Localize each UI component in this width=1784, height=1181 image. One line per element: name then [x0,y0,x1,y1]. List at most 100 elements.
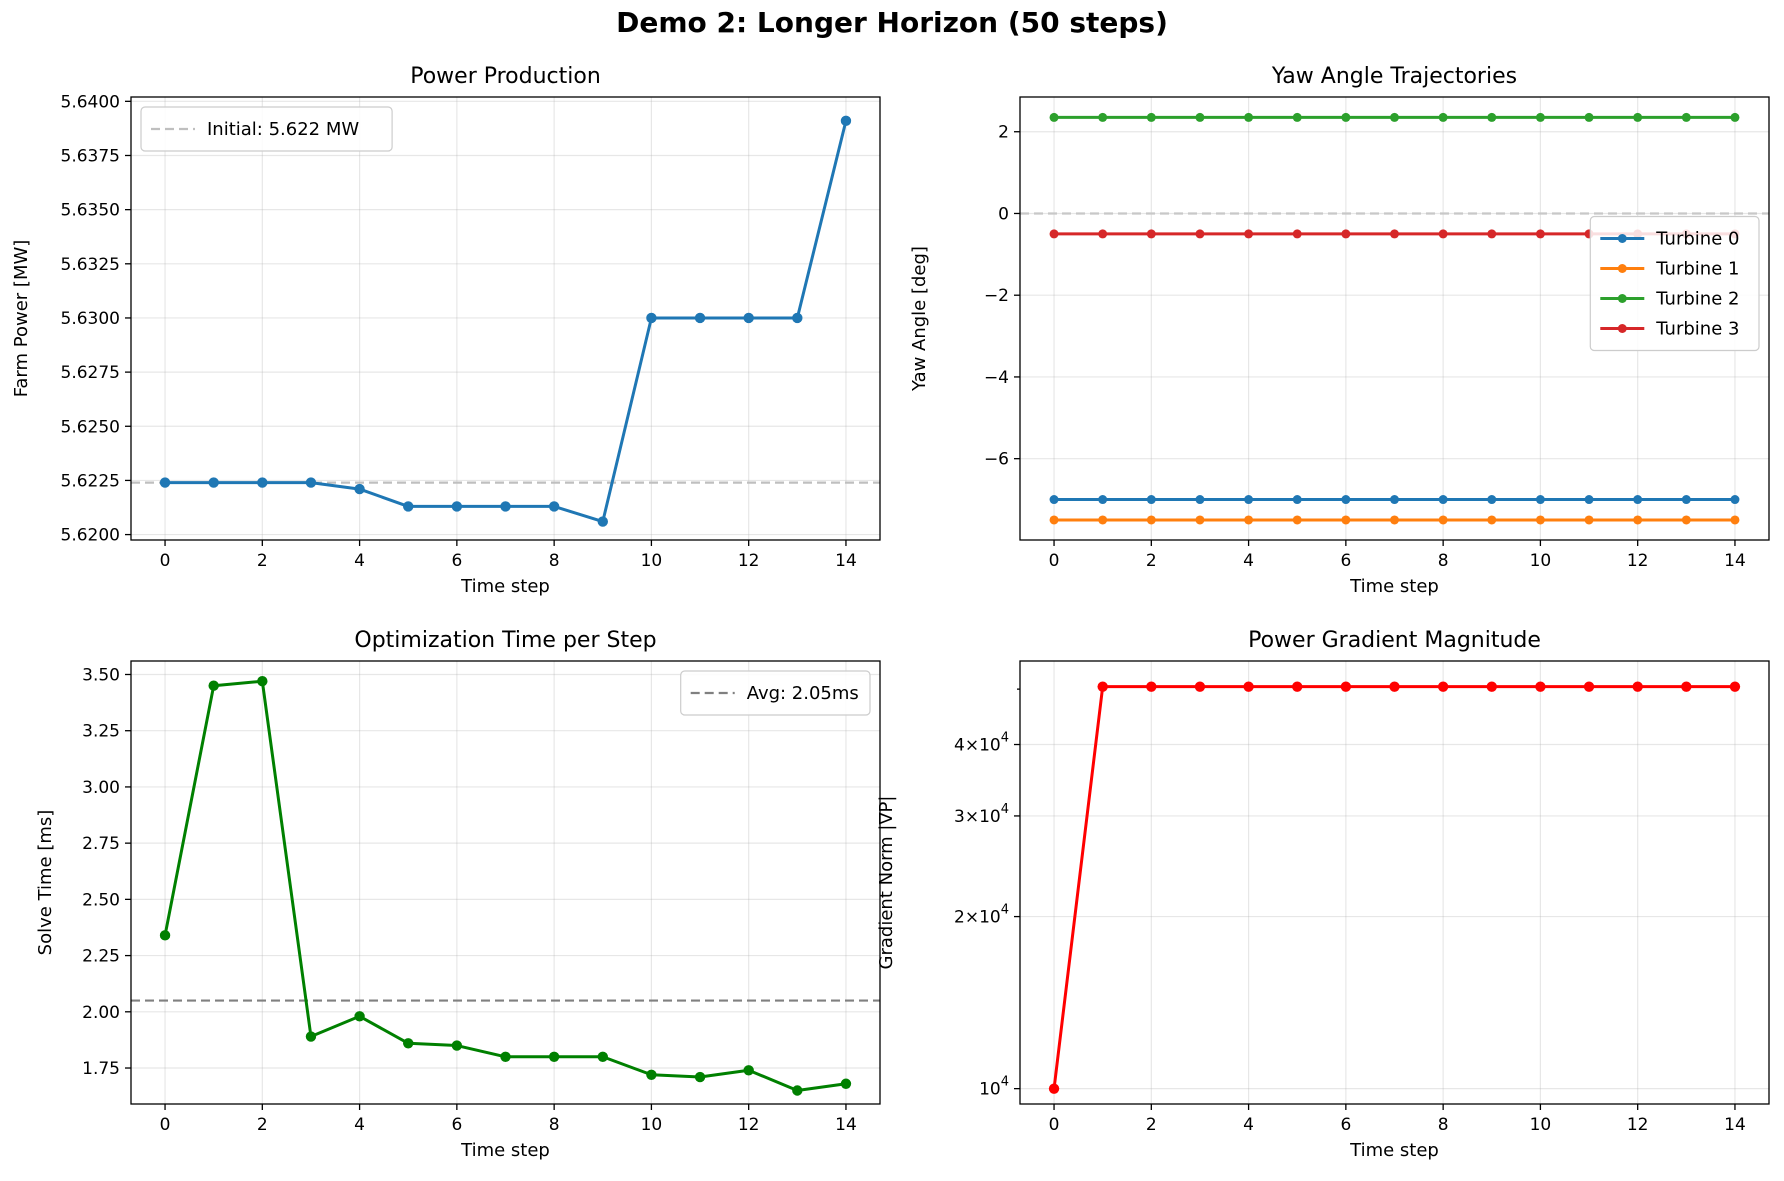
x-tick-label: 0 [1049,1115,1060,1135]
data-point [1390,112,1399,122]
x-tick-label: 0 [160,1115,171,1135]
data-point [500,501,511,512]
y-tick-label: 104 [979,1075,1009,1100]
data-point [548,1051,560,1062]
data-point [1292,515,1302,525]
x-tick-label: 12 [1627,551,1649,571]
x-tick-label: 6 [1340,551,1351,571]
data-point [354,483,365,495]
data-point [159,930,171,941]
data-point [1487,515,1497,525]
data-point [1195,112,1205,122]
data-point [1244,112,1254,122]
axes-frame [130,660,881,1105]
data-point [1486,681,1497,692]
y-tick-label: 5.6300 [61,309,120,329]
legend-label: Turbine 2 [1655,289,1739,310]
x-tick-label: 14 [835,1115,857,1135]
data-point [1244,495,1254,505]
data-point [1390,515,1399,525]
data-point [1535,681,1546,692]
data-point [1535,229,1545,239]
data-point [1292,681,1303,692]
data-point [1340,681,1352,692]
y-tick-label: 1.75 [82,1059,120,1079]
y-tick-label: 5.6400 [61,92,120,112]
data-point [1146,495,1156,505]
y-tick-label: 5.6225 [61,471,120,491]
y-tick-label: 3.25 [82,722,120,742]
y-tick-label: 2×104 [954,903,1009,928]
x-tick-label: 8 [549,551,560,571]
legend-marker [1617,234,1627,243]
data-point [1146,515,1156,525]
data-point [1437,681,1449,692]
data-point [1583,681,1595,692]
data-point [1098,515,1108,525]
legend-label: Turbine 1 [1655,259,1739,280]
x-tick-label: 4 [354,551,365,571]
data-point [208,477,219,488]
data-point [451,1040,463,1051]
data-point [1584,515,1594,525]
data-point [1632,681,1643,692]
legend: Avg: 2.05ms [680,670,871,716]
data-point [1390,495,1399,505]
y-axis-label: Farm Power [MW] [11,240,32,398]
data-point [743,312,754,324]
data-point [1681,112,1691,122]
data-point [1146,681,1157,692]
x-tick-label: 10 [1530,551,1552,571]
x-tick-label: 4 [1243,551,1254,571]
data-point [1049,515,1059,525]
data-point [792,1085,803,1096]
chart-title: Power Production [410,64,601,89]
figure-title: Demo 2: Longer Horizon (50 steps) [616,6,1168,39]
y-tick-label: 2 [998,123,1009,143]
data-point [1098,112,1108,122]
legend-box [1589,215,1760,352]
x-tick-label: 6 [1340,1115,1351,1135]
legend-marker [1617,264,1627,273]
data-point [1681,515,1691,525]
data-point [840,1078,852,1089]
data-point [597,516,608,527]
x-axis-label: Time step [1349,576,1439,597]
data-point [257,676,268,687]
data-point [646,312,657,324]
data-point [1730,495,1740,505]
y-tick-label: 0 [998,204,1009,224]
data-point [1098,495,1108,505]
data-point [1049,112,1059,122]
legend-marker [1617,324,1627,333]
data-point [1730,515,1740,525]
data-point [1292,112,1302,122]
y-tick-label: 5.6325 [61,255,120,275]
legend-label: Turbine 0 [1655,229,1739,250]
data-point [1487,229,1497,239]
data-point [1681,681,1692,692]
legend-label: Initial: 5.622 MW [207,119,359,140]
data-point [403,501,414,512]
data-point [1633,112,1643,122]
data-point [257,477,268,488]
data-point [1389,681,1400,692]
data-point [792,312,803,324]
x-tick-label: 10 [641,551,663,571]
y-axis-label: Gradient Norm |∇P| [876,796,897,970]
data-point [1535,112,1545,122]
legend-box [140,106,393,152]
data-point [1195,495,1205,505]
data-point [694,1071,706,1083]
data-point [1584,112,1594,122]
y-tick-label: 3.50 [82,665,120,685]
y-tick-label: 2.75 [82,834,120,854]
grad-series-line [1052,685,1735,1089]
data-point [1729,681,1741,692]
data-point [1097,681,1108,692]
x-tick-label: 4 [354,1115,365,1135]
data-point [743,1065,754,1076]
y-tick-label: 3×104 [954,802,1009,827]
